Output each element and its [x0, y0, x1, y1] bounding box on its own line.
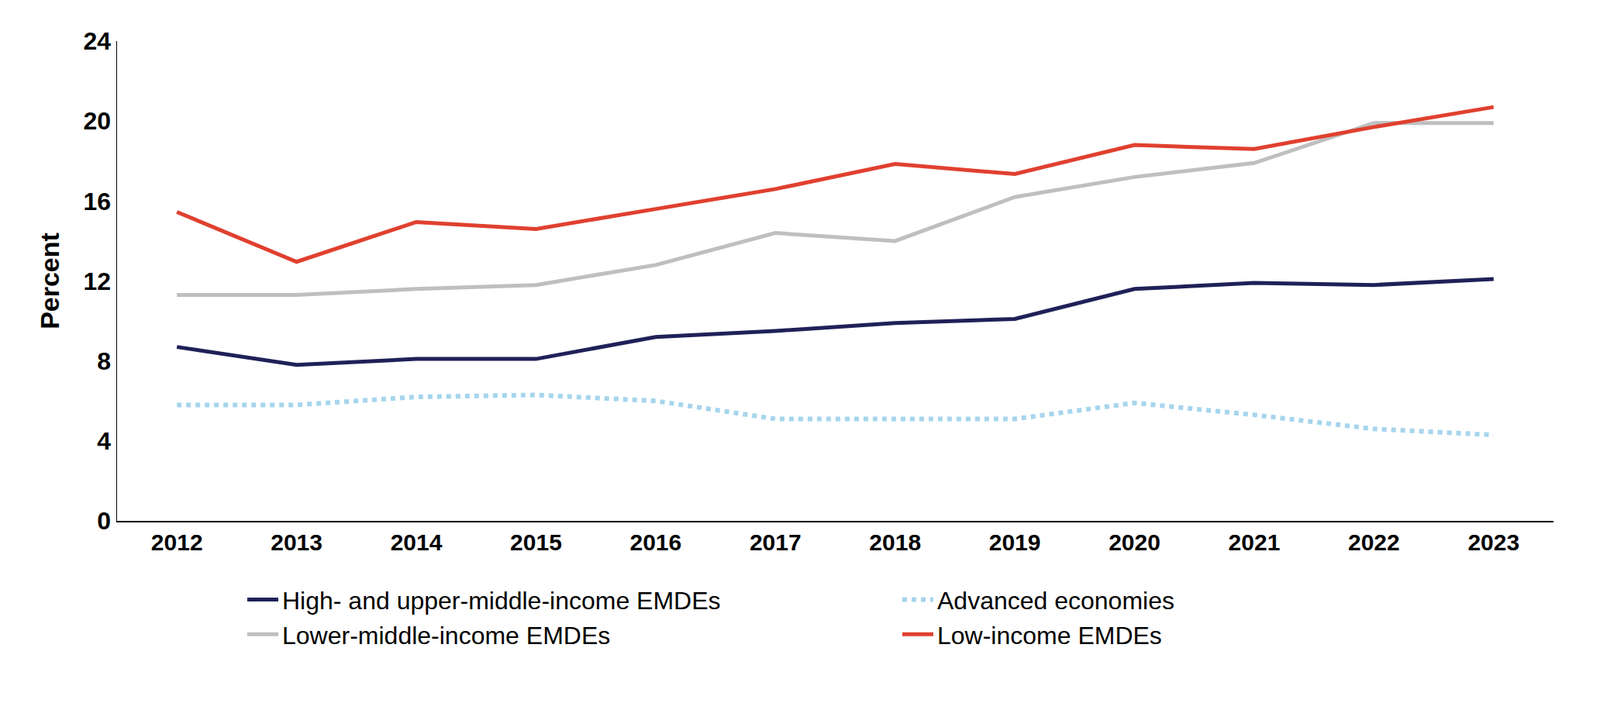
svg-text:2016: 2016: [630, 529, 683, 556]
svg-text:Low-income EMDEs: Low-income EMDEs: [937, 621, 1163, 650]
svg-text:12: 12: [83, 267, 112, 296]
svg-text:2015: 2015: [510, 529, 563, 556]
svg-text:High- and upper-middle-income: High- and upper-middle-income EMDEs: [282, 586, 721, 615]
svg-text:Advanced economies: Advanced economies: [937, 586, 1175, 615]
svg-text:2021: 2021: [1228, 529, 1281, 556]
svg-text:Lower-middle-income EMDEs: Lower-middle-income EMDEs: [282, 621, 611, 650]
svg-text:20: 20: [83, 106, 112, 135]
svg-text:16: 16: [83, 187, 112, 216]
svg-text:2022: 2022: [1348, 529, 1400, 556]
svg-text:0: 0: [96, 506, 111, 535]
svg-text:2017: 2017: [749, 529, 802, 556]
svg-text:2020: 2020: [1108, 529, 1161, 556]
svg-text:4: 4: [96, 427, 111, 456]
svg-text:2014: 2014: [390, 529, 443, 556]
svg-text:2019: 2019: [989, 529, 1042, 556]
svg-text:Percent: Percent: [34, 232, 65, 330]
svg-text:2013: 2013: [270, 529, 323, 556]
svg-text:2012: 2012: [151, 529, 204, 556]
svg-text:2018: 2018: [868, 529, 921, 556]
svg-text:24: 24: [83, 27, 112, 56]
svg-text:2023: 2023: [1467, 529, 1520, 556]
svg-text:8: 8: [96, 347, 111, 376]
